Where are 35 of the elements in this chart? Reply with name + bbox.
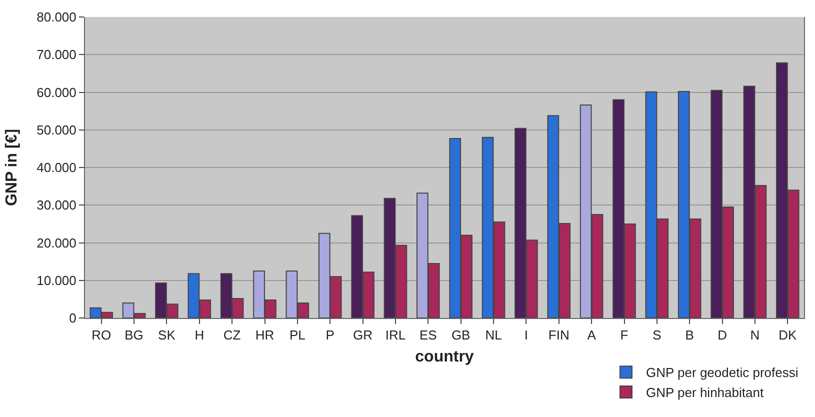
x-tick-label: SK	[158, 328, 176, 343]
x-tick-label: IRL	[385, 328, 406, 343]
x-tick-label: NL	[485, 328, 502, 343]
y-axis-title: GNP in [€]	[4, 128, 21, 206]
legend-label: GNP per geodetic professi	[646, 365, 798, 380]
y-tick-label: 80.000	[36, 10, 76, 25]
x-tick-label: F	[620, 328, 628, 343]
x-tick-label: D	[718, 328, 727, 343]
x-tick-label: CZ	[223, 328, 241, 343]
x-tick-label: H	[194, 328, 204, 343]
x-tick-label: S	[652, 328, 662, 343]
x-tick-label: BG	[124, 328, 144, 343]
y-tick-label: 60.000	[36, 84, 76, 100]
y-tick-label: 70.000	[36, 47, 76, 62]
x-tick-label: RO	[92, 328, 112, 343]
x-tick-label: GB	[451, 328, 470, 343]
legend-label: GNP per hinhabitant	[646, 385, 764, 400]
y-tick-label: 30.000	[36, 198, 76, 213]
y-tick-label: 20.000	[36, 235, 76, 250]
y-tick-label: 50.000	[36, 122, 76, 138]
x-tick-label: PL	[289, 328, 306, 343]
x-axis-title: country	[415, 348, 474, 366]
x-tick-label: GR	[353, 328, 373, 343]
x-tick-label: ES	[419, 328, 438, 343]
x-tick-label: DK	[778, 328, 798, 343]
y-tick-label: 0	[69, 310, 76, 326]
x-tick-label: N	[750, 328, 760, 343]
x-tick-label: I	[524, 328, 528, 343]
x-tick-label: A	[587, 328, 596, 343]
x-tick-label: FIN	[548, 328, 570, 343]
y-tick-label: 40.000	[36, 160, 76, 176]
x-tick-label: B	[685, 328, 694, 343]
x-tick-label: P	[326, 328, 334, 343]
x-tick-label: HR	[255, 328, 274, 343]
y-tick-label: 10.000	[36, 272, 76, 288]
